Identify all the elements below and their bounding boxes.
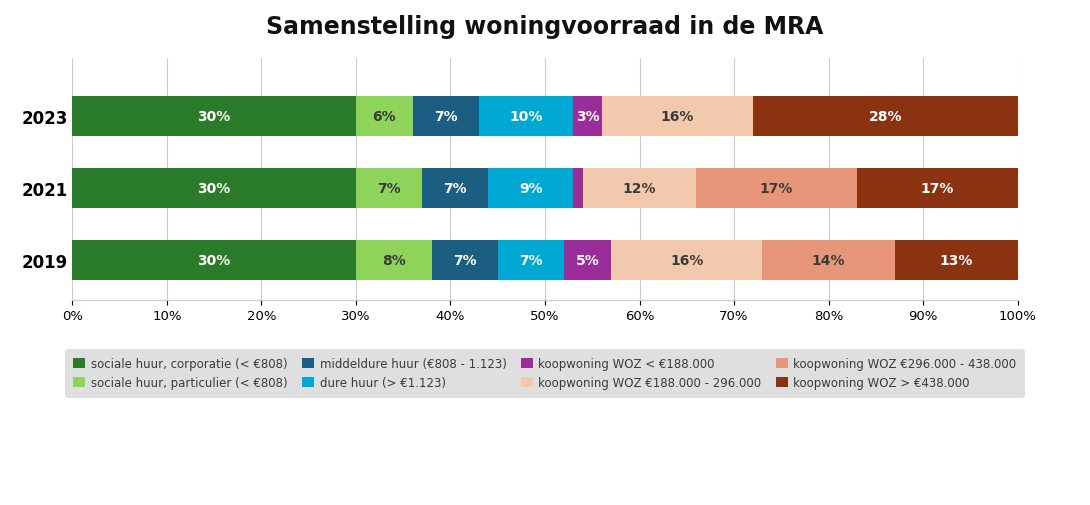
- Title: Samenstelling woningvoorraad in de MRA: Samenstelling woningvoorraad in de MRA: [266, 15, 824, 39]
- Bar: [356, 241, 432, 280]
- Bar: [573, 169, 583, 209]
- Text: 5%: 5%: [576, 254, 600, 268]
- Text: 7%: 7%: [444, 181, 467, 195]
- Bar: [422, 169, 488, 209]
- Text: 8%: 8%: [382, 254, 405, 268]
- Bar: [573, 96, 602, 136]
- Text: 17%: 17%: [921, 181, 954, 195]
- Bar: [356, 96, 413, 136]
- Bar: [895, 241, 1018, 280]
- Legend: sociale huur, corporatie (< €808), sociale huur, particulier (< €808), middeldur: sociale huur, corporatie (< €808), socia…: [65, 349, 1025, 398]
- Bar: [602, 96, 753, 136]
- Bar: [72, 241, 356, 280]
- Bar: [72, 169, 356, 209]
- Text: 7%: 7%: [434, 110, 458, 124]
- Text: 12%: 12%: [622, 181, 656, 195]
- Bar: [583, 169, 697, 209]
- Text: 13%: 13%: [940, 254, 972, 268]
- Bar: [498, 241, 564, 280]
- Text: 16%: 16%: [661, 110, 694, 124]
- Bar: [72, 96, 356, 136]
- Text: 30%: 30%: [197, 254, 231, 268]
- Text: 9%: 9%: [519, 181, 543, 195]
- Bar: [356, 169, 422, 209]
- Text: 3%: 3%: [576, 110, 600, 124]
- Text: 10%: 10%: [509, 110, 543, 124]
- Text: 28%: 28%: [869, 110, 903, 124]
- Bar: [413, 96, 479, 136]
- Bar: [432, 241, 498, 280]
- Bar: [857, 169, 1018, 209]
- Bar: [753, 96, 1018, 136]
- Text: 30%: 30%: [197, 181, 231, 195]
- Bar: [762, 241, 895, 280]
- Text: 7%: 7%: [452, 254, 476, 268]
- Text: 7%: 7%: [377, 181, 401, 195]
- Bar: [697, 169, 857, 209]
- Text: 14%: 14%: [812, 254, 845, 268]
- Text: 16%: 16%: [670, 254, 703, 268]
- Text: 6%: 6%: [373, 110, 396, 124]
- Bar: [488, 169, 573, 209]
- Bar: [564, 241, 611, 280]
- Text: 7%: 7%: [519, 254, 543, 268]
- Text: 17%: 17%: [760, 181, 794, 195]
- Bar: [479, 96, 573, 136]
- Text: 30%: 30%: [197, 110, 231, 124]
- Bar: [611, 241, 762, 280]
